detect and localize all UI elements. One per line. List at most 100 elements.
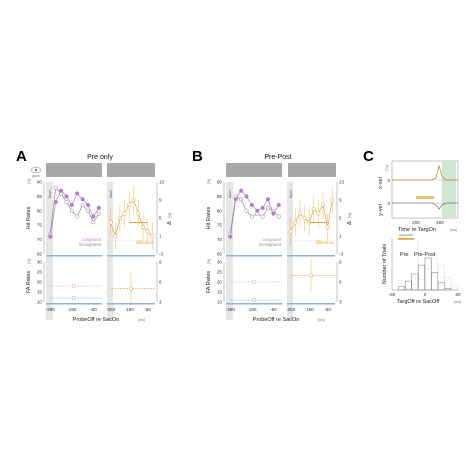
y-tick-label: 65 (217, 252, 223, 257)
difference-line (290, 199, 333, 232)
delta-axis-unit: [%] (348, 213, 352, 218)
x-axis-label: ProbeOff re SacOn (253, 317, 300, 323)
hist-x-label: TargOff re SacOff (397, 299, 440, 305)
saccade-marker (416, 196, 434, 199)
congruent-point (271, 211, 276, 216)
pre-post-label: Pre-Post (414, 252, 436, 258)
fa-difference-point (308, 273, 314, 278)
saccade-bar (398, 238, 414, 240)
fa-congruent-point (71, 283, 77, 289)
x-tick-label: -50 (270, 307, 277, 312)
y-tick-label: 75 (217, 223, 223, 228)
y-axis-label: Hit Rates (26, 206, 32, 229)
difference-point (297, 211, 302, 216)
congruent-point (85, 202, 91, 208)
fa-delta-tick-label: 9 (159, 260, 162, 265)
fa-axis-unit: [%] (207, 259, 211, 264)
pre-histogram-bar (398, 286, 406, 291)
fa-axis-label: FA Rates (206, 271, 212, 294)
response-window-shade (442, 161, 456, 218)
incongruent-point (64, 200, 69, 205)
pre-histogram-bar (411, 273, 419, 291)
time-tick-label: 400 (436, 220, 444, 225)
congruent-point (233, 197, 238, 202)
congruent-point (96, 205, 101, 210)
congruent-point (91, 214, 96, 219)
y-tick-label: 90 (217, 180, 223, 185)
incongruent-point (69, 208, 74, 213)
fa-tick-label: 20 (37, 280, 43, 285)
x-tick-label: -50 (90, 307, 97, 312)
delta-tick-label: 5 (339, 216, 342, 221)
x-axis-unit: [ms] (138, 318, 145, 322)
fa-axis-label: FA Rates (26, 271, 32, 294)
baseline-shade (46, 182, 53, 320)
difference-point (150, 233, 155, 239)
x-tick-label: -250 (46, 307, 56, 312)
delta-tick-label: 1 (339, 234, 342, 239)
congruent-point (265, 197, 271, 202)
condition-bar (287, 303, 335, 305)
fa-rate-plot-a: 10 15 20 25 30 FA Rates [%] 3 6 9 -250 -250 -150 -150… (26, 259, 162, 323)
fa-tick-label: 25 (37, 270, 43, 275)
x-axis-label: ProbeOff re SacOn (73, 317, 120, 323)
congruent-point (249, 202, 254, 208)
y-tick-label: 90 (37, 180, 43, 185)
difference-point (140, 224, 146, 230)
fa-congruent-point (251, 279, 257, 285)
difference-point (316, 211, 321, 216)
fa-delta-tick-label: 6 (339, 280, 342, 285)
congruent-point (48, 234, 53, 239)
congruent-point (239, 188, 244, 193)
difference-point (127, 202, 132, 207)
condition-bar (46, 255, 102, 257)
congruent-point (59, 188, 64, 193)
pre-histogram-bar (424, 257, 432, 291)
stimulus-texture-strip (46, 163, 102, 177)
congruent-point (80, 197, 85, 202)
difference-line (110, 199, 153, 238)
difference-point (117, 215, 122, 221)
congruent-point (260, 205, 265, 210)
congruent-point (75, 191, 80, 196)
x-vel-label: x-vel (378, 177, 384, 189)
stimulus-texture-strip (107, 163, 155, 177)
base-label: Base (289, 190, 293, 198)
x-tick-label: -50 (144, 307, 151, 312)
incongruent-point (75, 214, 80, 219)
y-vel-label: y-vel (378, 204, 384, 216)
legend-congruent: congruent (262, 237, 281, 242)
pre-histogram-bar (418, 264, 425, 291)
difference-point (131, 197, 136, 203)
fa-tick-label: 30 (37, 260, 43, 265)
incongruent-point (265, 205, 271, 210)
pre-post-histogram-bar (411, 284, 419, 291)
hist-tick-label: -60 (389, 292, 396, 297)
hist-x-unit: [ms] (454, 300, 461, 304)
difference-point (302, 215, 307, 221)
x-axis-unit: [ms] (318, 318, 325, 322)
hist-tick-label: 60 (455, 292, 461, 297)
pre-post-histogram-bar (424, 268, 432, 291)
congruent-point (244, 194, 249, 199)
delta-tick-label: 5 (159, 216, 162, 221)
fa-incongruent-point (71, 295, 77, 301)
congruent-line (49, 190, 100, 237)
congruent-point (276, 202, 281, 208)
delta-tick-label: 9 (339, 198, 342, 203)
incongruent-point (244, 208, 249, 213)
time-axis-label: Time re TargOn (398, 227, 436, 233)
x-tick-label: -250 (106, 307, 116, 312)
x-tick-label: -250 (286, 307, 296, 312)
x-tick-label: -150 (305, 307, 315, 312)
x-tick-label: -150 (125, 307, 135, 312)
condition-bar (226, 255, 282, 257)
timing-histogram-plot: saccade Pre Pre-Post -60 0 60 TargOff re SacOf… (382, 233, 461, 305)
y-tick-label: 75 (37, 223, 43, 228)
panel-title-b: Pre-Post (264, 154, 291, 161)
difference-point (311, 206, 316, 212)
fa-tick-label: 10 (37, 300, 43, 305)
legend-difference: difference (136, 240, 155, 245)
incongruent-point (276, 214, 281, 219)
